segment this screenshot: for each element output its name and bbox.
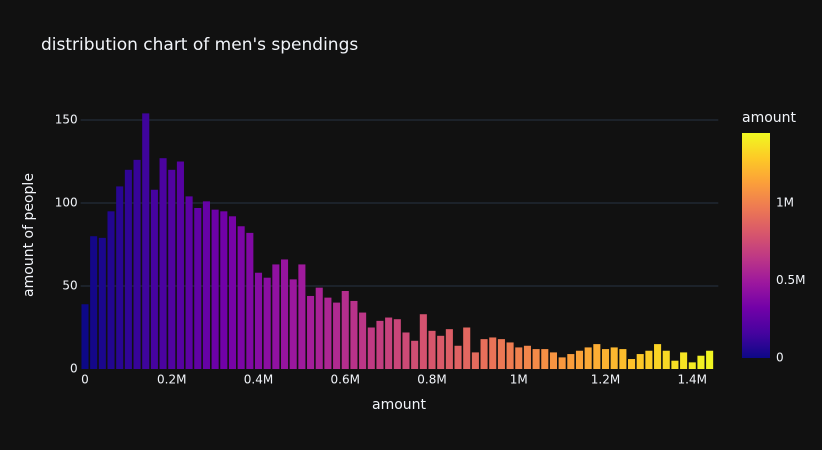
bar <box>107 211 115 369</box>
bar <box>228 216 237 369</box>
bar <box>697 355 705 369</box>
bar <box>81 304 89 369</box>
bar <box>220 211 228 369</box>
bar <box>645 350 653 369</box>
bar <box>706 350 714 369</box>
bar <box>124 169 132 369</box>
bar <box>333 302 341 369</box>
bar <box>428 330 436 369</box>
bar <box>176 161 184 369</box>
bar <box>194 207 202 369</box>
bar <box>575 350 584 369</box>
bar <box>480 339 488 369</box>
bar <box>150 189 158 369</box>
x-axis-label: amount <box>372 397 427 413</box>
bar <box>315 287 323 369</box>
bar <box>584 347 592 369</box>
bar <box>393 319 401 369</box>
bar <box>90 236 98 369</box>
y-axis-label: amount of people <box>21 173 37 297</box>
bar <box>437 335 445 369</box>
bar <box>185 196 193 369</box>
colorbar <box>742 133 770 358</box>
bar <box>341 290 349 369</box>
bar <box>202 201 210 369</box>
y-tick-label: 50 <box>62 279 77 293</box>
bar <box>463 327 471 369</box>
colorbar-tick-label: 0 <box>776 351 784 365</box>
bar <box>289 279 297 369</box>
colorbar-tick-label: 0.5M <box>776 273 805 287</box>
bar <box>350 300 358 369</box>
x-tick-label: 0 <box>81 373 89 387</box>
bar <box>376 320 384 369</box>
bar <box>116 186 124 369</box>
bar <box>237 226 245 369</box>
y-tick-label: 100 <box>55 196 78 210</box>
bar <box>671 360 679 369</box>
y-tick-label: 150 <box>55 113 78 127</box>
bar <box>411 340 419 369</box>
bar <box>159 158 167 369</box>
bar <box>541 349 549 369</box>
bar <box>532 349 540 369</box>
bar <box>419 314 427 369</box>
bar <box>385 317 393 369</box>
bar <box>654 344 662 369</box>
x-tick-label: 0.8M <box>417 373 446 387</box>
bar <box>688 362 696 369</box>
x-tick-label: 0.6M <box>331 373 360 387</box>
x-tick-label: 1.4M <box>678 373 707 387</box>
bar <box>445 329 453 369</box>
bar <box>506 342 514 369</box>
bar <box>324 297 332 369</box>
bar <box>549 352 558 369</box>
bar <box>359 312 367 369</box>
bar <box>133 159 141 369</box>
bar <box>367 327 375 369</box>
bar <box>489 337 497 369</box>
bar <box>567 354 575 369</box>
bar <box>662 350 670 369</box>
bar <box>471 352 479 369</box>
bar <box>246 232 254 369</box>
bar <box>280 259 289 369</box>
x-tick-label: 1M <box>510 373 528 387</box>
x-tick-label: 0.2M <box>157 373 186 387</box>
bar <box>211 209 219 369</box>
bar <box>497 339 505 369</box>
bar <box>636 354 644 369</box>
bar <box>619 349 627 369</box>
colorbar-tick-label: 1M <box>776 195 794 209</box>
bar <box>454 345 462 369</box>
chart-title: distribution chart of men's spendings <box>41 35 358 55</box>
colorbar-title: amount <box>742 110 797 126</box>
bar <box>263 277 271 369</box>
bar <box>523 345 531 369</box>
x-tick-label: 1.2M <box>591 373 620 387</box>
bar <box>254 272 263 369</box>
y-tick-label: 0 <box>70 362 78 376</box>
bar <box>558 357 566 369</box>
bar <box>680 352 688 369</box>
bar <box>515 347 523 369</box>
bar <box>307 295 315 369</box>
bar <box>402 332 410 369</box>
bar <box>610 347 618 369</box>
bar <box>142 113 150 369</box>
bar <box>593 344 601 369</box>
bar <box>168 169 176 369</box>
bar <box>98 237 106 369</box>
bar <box>298 264 306 369</box>
bar <box>272 264 280 369</box>
x-tick-label: 0.4M <box>244 373 273 387</box>
bar <box>628 359 636 369</box>
bar <box>601 349 610 369</box>
